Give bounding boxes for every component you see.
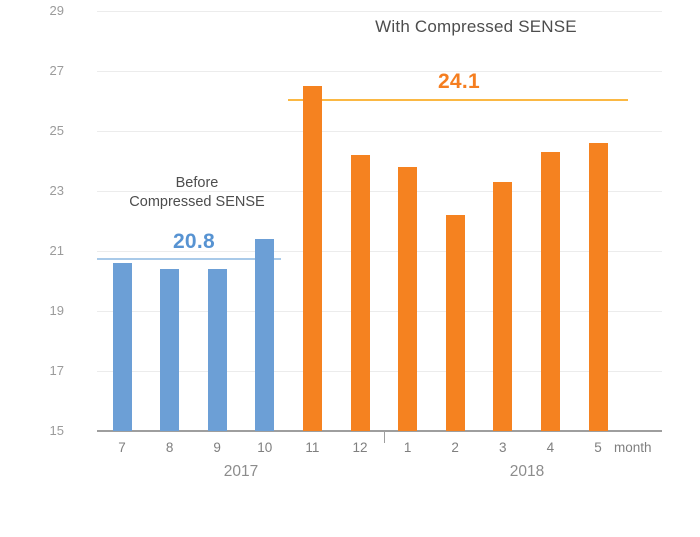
x-axis-label-month-8: 8 bbox=[165, 440, 174, 455]
gridline-15 bbox=[97, 430, 662, 432]
bar-month-1 bbox=[398, 167, 418, 431]
y-axis-label-21: 21 bbox=[49, 243, 64, 258]
year-label-2017: 2017 bbox=[223, 463, 259, 480]
bar-month-11 bbox=[302, 86, 322, 431]
bar-month-10 bbox=[255, 239, 275, 431]
y-axis-label-19: 19 bbox=[49, 303, 64, 318]
blue-average-line bbox=[97, 257, 281, 260]
gridline-19 bbox=[97, 311, 662, 312]
gridline-21 bbox=[97, 251, 662, 252]
x-axis-label-month-4: 4 bbox=[546, 440, 555, 455]
x-axis-unit-label: month bbox=[614, 440, 652, 455]
y-axis-label-15: 15 bbox=[49, 423, 64, 438]
x-axis-label-month-2: 2 bbox=[451, 440, 459, 455]
bar-month-5 bbox=[588, 143, 608, 431]
before-annotation-line2: Compressed SENSE bbox=[129, 194, 265, 210]
y-axis-label-17: 17 bbox=[49, 363, 64, 378]
y-axis-label-27: 27 bbox=[49, 63, 64, 78]
orange-average-label: 24.1 bbox=[437, 70, 481, 93]
x-axis-label-month-3: 3 bbox=[499, 440, 507, 455]
gridline-25 bbox=[97, 131, 662, 132]
bar-month-3 bbox=[493, 182, 513, 431]
bar-month-12 bbox=[350, 155, 370, 431]
gridline-27 bbox=[97, 71, 662, 72]
before-annotation: Before Compressed SENSE bbox=[97, 174, 297, 212]
x-axis-label-month-7: 7 bbox=[118, 440, 126, 455]
bar-month-2 bbox=[445, 215, 465, 431]
gridline-23 bbox=[97, 191, 662, 192]
bar-month-8 bbox=[160, 269, 180, 431]
before-annotation-line1: Before bbox=[175, 175, 219, 191]
year-divider-tick bbox=[383, 431, 385, 443]
x-axis-label-month-5: 5 bbox=[594, 440, 602, 455]
gridline-17 bbox=[97, 371, 662, 372]
blue-average-label: 20.8 bbox=[172, 230, 216, 253]
y-axis-label-23: 23 bbox=[49, 183, 64, 198]
bar-month-4 bbox=[540, 152, 560, 431]
orange-average-line bbox=[288, 98, 628, 101]
bar-month-7 bbox=[112, 263, 132, 431]
y-axis-label-29: 29 bbox=[49, 3, 64, 18]
x-axis-label-month-1: 1 bbox=[403, 440, 412, 455]
chart-title: With Compressed SENSE bbox=[375, 17, 577, 36]
x-axis-label-month-10: 10 bbox=[257, 440, 273, 455]
y-axis-label-25: 25 bbox=[49, 123, 64, 138]
bar-month-9 bbox=[207, 269, 227, 431]
year-label-2018: 2018 bbox=[509, 463, 545, 480]
x-axis-label-month-12: 12 bbox=[352, 440, 368, 455]
x-axis-label-month-9: 9 bbox=[213, 440, 221, 455]
gridline-29 bbox=[97, 11, 662, 12]
x-axis-label-month-11: 11 bbox=[305, 440, 320, 455]
